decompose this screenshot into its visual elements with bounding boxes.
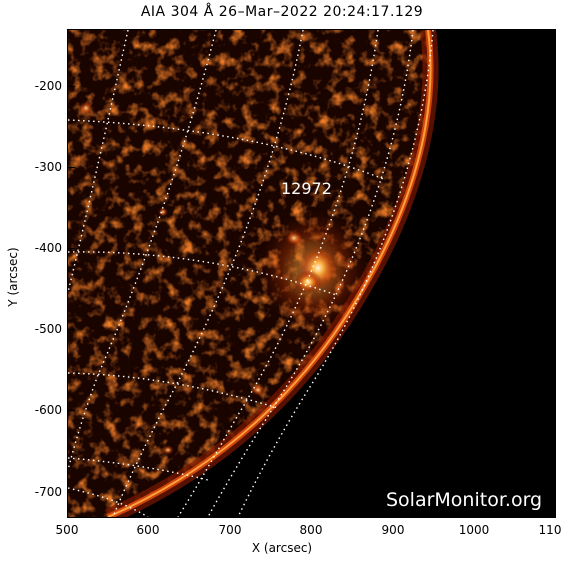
- heliographic-grid: [68, 30, 434, 517]
- y-tick-label: -400: [34, 241, 62, 255]
- y-tickmark: [67, 492, 75, 493]
- x-tick-label: 600: [136, 523, 160, 537]
- y-tickmark: [67, 329, 75, 330]
- solar-disk: [68, 30, 431, 517]
- image-panel: [67, 29, 556, 518]
- x-tick-label: 110: [538, 523, 562, 537]
- y-tick-label: -700: [34, 485, 62, 499]
- x-tick-label: 800: [299, 523, 323, 537]
- y-tickmark: [67, 167, 75, 168]
- plot-title: AIA 304 Å 26–Mar–2022 20:24:17.129: [140, 4, 424, 20]
- y-tick-label: -300: [34, 160, 62, 174]
- active-region-label: 12972: [281, 179, 332, 198]
- solar-image: [68, 30, 439, 517]
- watermark-text: SolarMonitor.org: [386, 489, 543, 511]
- y-tickmark: [67, 410, 75, 411]
- x-tick-label: 1000: [458, 523, 490, 537]
- x-tick-label: 700: [218, 523, 242, 537]
- y-tickmark: [67, 86, 75, 87]
- solar-limb: [104, 30, 439, 517]
- y-tick-label: -600: [34, 403, 62, 417]
- x-tick-label: 900: [381, 523, 405, 537]
- y-tickmark: [67, 248, 75, 249]
- x-axis-label: X (arcsec): [251, 541, 313, 555]
- x-tick-label: 500: [55, 523, 79, 537]
- y-axis-label: Y (arcsec): [6, 247, 20, 307]
- y-tick-label: -200: [34, 79, 62, 93]
- y-tick-label: -500: [34, 322, 62, 336]
